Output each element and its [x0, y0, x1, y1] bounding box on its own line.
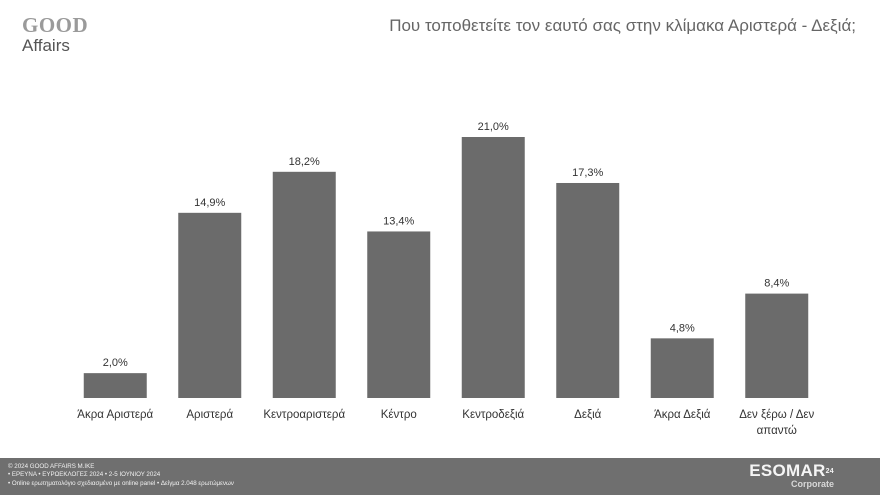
bar	[83, 373, 147, 398]
bar	[745, 293, 809, 398]
value-label: 17,3%	[572, 167, 603, 179]
bar	[367, 231, 431, 398]
bar	[178, 212, 242, 398]
value-label: 21,0%	[478, 121, 509, 133]
bar	[272, 171, 336, 398]
category-label: Κέντρο	[381, 409, 417, 421]
esomar-name: ESOMAR	[749, 461, 826, 480]
bar	[556, 182, 620, 398]
bar	[461, 137, 525, 398]
category-label: Κεντροδεξιά	[462, 409, 524, 421]
category-label: απαντώ	[757, 425, 797, 437]
footer-text: © 2024 GOOD AFFAIRS M.IKE • ΕΡΕΥΝΑ • ΕΥΡ…	[8, 463, 234, 488]
logo-affairs: Affairs	[22, 36, 70, 55]
esomar-number: 24	[825, 468, 834, 475]
esomar-badge: ESOMAR24 Corporate	[749, 462, 834, 489]
category-label: Άκρα Αριστερά	[77, 409, 153, 421]
logo: GOOD Affairs	[22, 14, 88, 55]
value-label: 8,4%	[764, 278, 789, 290]
chart-title: Που τοποθετείτε τον εαυτό σας στην κλίμα…	[389, 16, 856, 35]
footer-line-survey: • ΕΡΕΥΝΑ • ΕΥΡΩΕΚΛΟΓΕΣ 2024 • 2-5 ΙΟΥΝΙΟ…	[8, 471, 161, 479]
value-label: 14,9%	[194, 197, 225, 209]
category-label: Δεξιά	[574, 409, 602, 421]
footer-line-method: • Online ερωτηματολόγιο σχεδιασμένο με o…	[8, 479, 234, 487]
category-label: Αριστερά	[186, 409, 233, 421]
footer: © 2024 GOOD AFFAIRS M.IKE • ΕΡΕΥΝΑ • ΕΥΡ…	[0, 458, 880, 495]
category-label: Άκρα Δεξιά	[654, 409, 711, 421]
footer-line-copyright: © 2024 GOOD AFFAIRS M.IKE	[8, 463, 95, 470]
value-label: 13,4%	[383, 215, 414, 227]
category-label: Κεντροαριστερά	[263, 409, 345, 421]
value-label: 18,2%	[289, 156, 320, 168]
bar-chart: 2,0% Άκρα Αριστερά 14,9% Αριστερά 18,2% Κεντρ…	[77, 121, 814, 437]
logo-good: GOOD	[22, 13, 89, 37]
bar	[650, 338, 714, 398]
esomar-corporate: Corporate	[790, 479, 834, 489]
category-label: Δεν ξέρω / Δεν	[739, 409, 814, 421]
value-label: 4,8%	[670, 322, 695, 334]
value-label: 2,0%	[103, 357, 128, 369]
